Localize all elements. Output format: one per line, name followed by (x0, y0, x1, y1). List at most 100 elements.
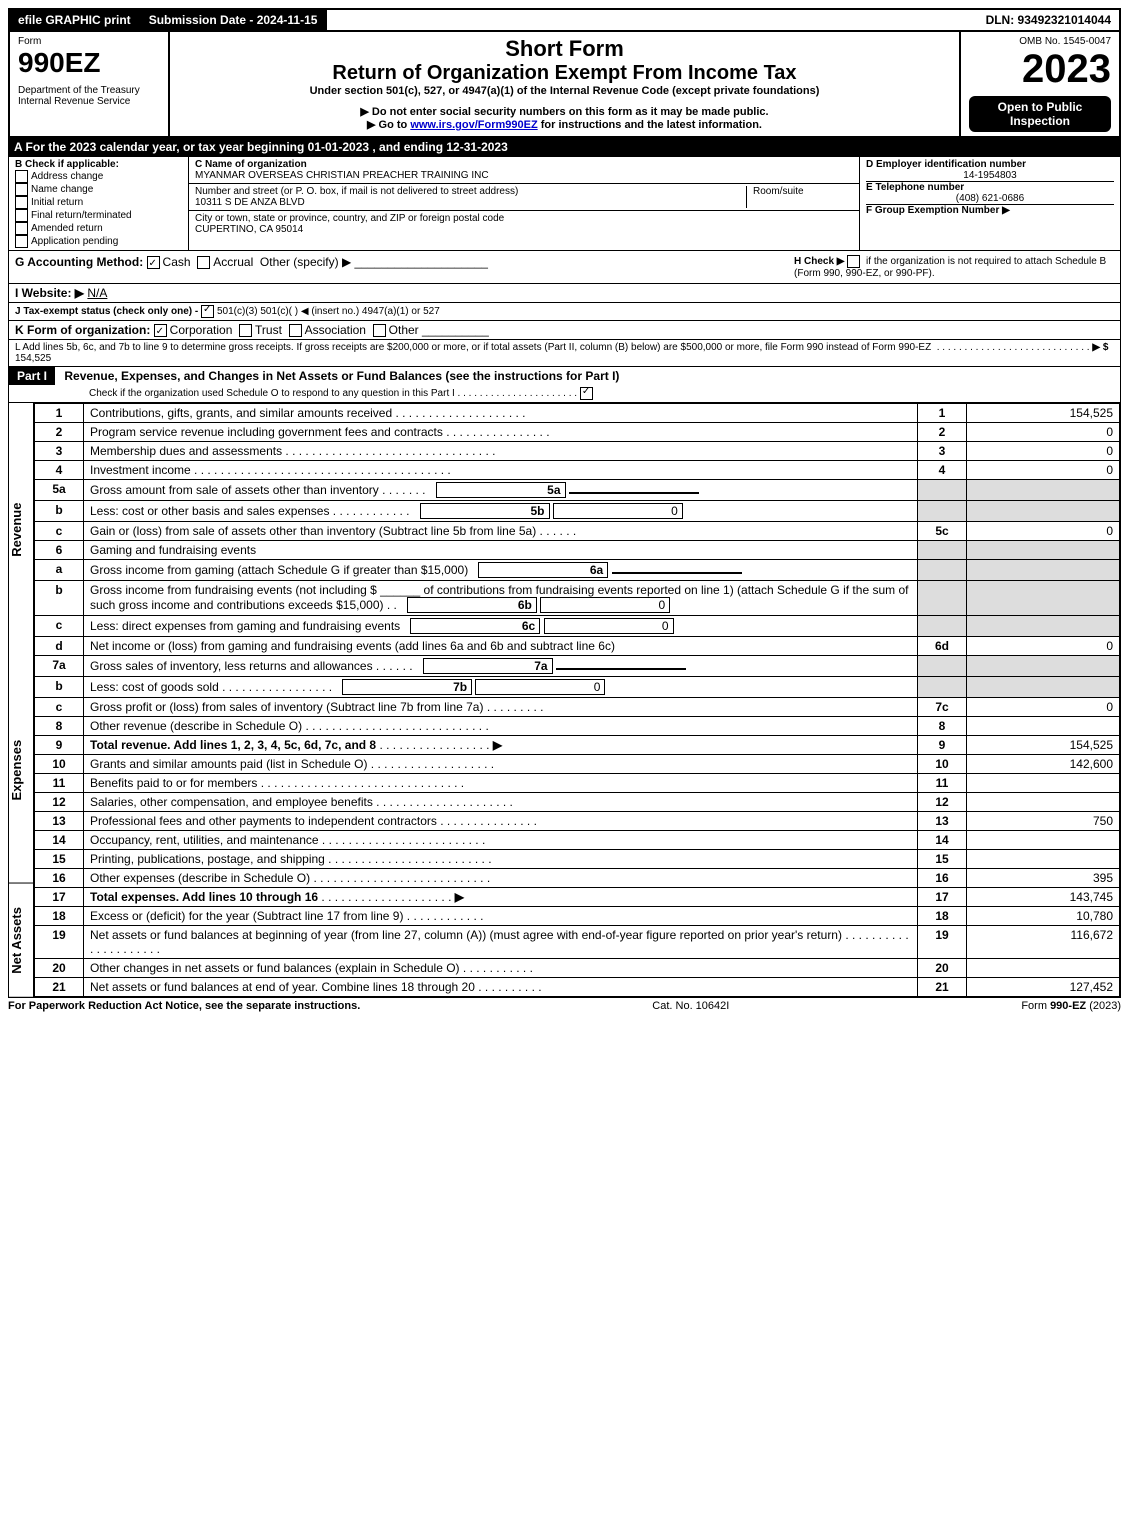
line-17-arrow: ▶ (455, 890, 464, 904)
room-label: Room/suite (753, 186, 853, 197)
line-1-desc: Contributions, gifts, grants, and simila… (90, 406, 392, 420)
line-18-desc: Excess or (deficit) for the year (Subtra… (90, 909, 403, 923)
line-6a-desc: Gross income from gaming (attach Schedul… (90, 563, 468, 577)
line-17-amt: 143,745 (967, 888, 1120, 907)
line-5c-desc: Gain or (loss) from sale of assets other… (90, 524, 536, 538)
b-opt-3[interactable]: Final return/terminated (31, 210, 132, 221)
open-public-inspection: Open to Public Inspection (969, 96, 1111, 132)
k-opt-2[interactable]: Association (305, 323, 366, 337)
i-label: I Website: ▶ (15, 286, 84, 300)
line-13-desc: Professional fees and other payments to … (90, 814, 437, 828)
line-13-amt: 750 (967, 812, 1120, 831)
b-opt-5[interactable]: Application pending (31, 236, 118, 247)
line-7c-amt: 0 (967, 698, 1120, 717)
row-i: I Website: ▶ N/A (8, 284, 1121, 303)
sub-7a-val (556, 668, 686, 670)
b-opt-0[interactable]: Address change (31, 171, 103, 182)
part-i-tab: Part I (9, 367, 55, 385)
street-value: 10311 S DE ANZA BLVD (195, 197, 746, 208)
revenue-label: Revenue (9, 403, 33, 657)
line-18-amt: 10,780 (967, 907, 1120, 926)
g-accrual[interactable]: Accrual (213, 255, 253, 269)
irs-link[interactable]: www.irs.gov/Form990EZ (410, 119, 537, 131)
note2-pre: ▶ Go to (367, 119, 410, 131)
line-9-amt: 154,525 (967, 736, 1120, 755)
line-10-desc: Grants and similar amounts paid (list in… (90, 757, 367, 771)
line-1-amt: 154,525 (967, 404, 1120, 423)
line-10-amt: 142,600 (967, 755, 1120, 774)
g-cash[interactable]: Cash (163, 255, 191, 269)
org-name: MYANMAR OVERSEAS CHRISTIAN PREACHER TRAI… (195, 170, 853, 181)
city-label: City or town, state or province, country… (195, 213, 853, 224)
line-6-desc: Gaming and fundraising events (90, 543, 256, 557)
k-opt-3[interactable]: Other (389, 323, 419, 337)
form-word: Form (18, 36, 160, 47)
footer-right: Form 990-EZ (2023) (1021, 1000, 1121, 1012)
b-label: B Check if applicable: (15, 159, 182, 170)
l-text: L Add lines 5b, 6c, and 7b to line 9 to … (15, 342, 931, 353)
l-arrow: ▶ $ (1092, 342, 1108, 353)
sub-6a-val (612, 572, 742, 574)
header-note2: ▶ Go to www.irs.gov/Form990EZ for instru… (178, 118, 951, 131)
line-6b-desc1: Gross income from fundraising events (no… (90, 583, 377, 597)
line-16-amt: 395 (967, 869, 1120, 888)
street-label: Number and street (or P. O. box, if mail… (195, 186, 746, 197)
row-j: J Tax-exempt status (check only one) - 5… (8, 303, 1121, 321)
g-other[interactable]: Other (specify) ▶ (260, 255, 351, 269)
part-i-title: Revenue, Expenses, and Changes in Net As… (58, 369, 619, 383)
line-12-desc: Salaries, other compensation, and employ… (90, 795, 373, 809)
c-label: C Name of organization (195, 159, 853, 170)
short-form-title: Short Form (178, 36, 951, 62)
section-a: A For the 2023 calendar year, or tax yea… (8, 138, 1121, 156)
part-i-checkbox[interactable] (580, 387, 593, 400)
website-value: N/A (87, 286, 107, 300)
line-7a-desc: Gross sales of inventory, less returns a… (90, 659, 373, 673)
efile-label[interactable]: efile GRAPHIC print (10, 10, 141, 30)
omb-number: OMB No. 1545-0047 (969, 36, 1111, 47)
line-20-amt (967, 959, 1120, 978)
line-6d-amt: 0 (967, 637, 1120, 656)
line-4-amt: 0 (967, 461, 1120, 480)
h-label: H Check ▶ (794, 256, 844, 267)
ein-value: 14-1954803 (866, 170, 1114, 181)
line-21-desc: Net assets or fund balances at end of ye… (90, 980, 475, 994)
part-i-check-text: Check if the organization used Schedule … (89, 388, 455, 399)
k-opt-1[interactable]: Trust (255, 323, 282, 337)
line-5c-amt: 0 (967, 522, 1120, 541)
sub-5a-val (569, 492, 699, 494)
j-opts[interactable]: 501(c)(3) 501(c)( ) ◀ (insert no.) 4947(… (217, 306, 440, 317)
b-opt-2[interactable]: Initial return (31, 197, 83, 208)
line-16-desc: Other expenses (describe in Schedule O) (90, 871, 310, 885)
line-20-desc: Other changes in net assets or fund bala… (90, 961, 460, 975)
sub-6b-val: 0 (540, 597, 670, 613)
row-l: L Add lines 5b, 6c, and 7b to line 9 to … (8, 340, 1121, 367)
b-opt-1[interactable]: Name change (31, 184, 93, 195)
b-opt-4[interactable]: Amended return (31, 223, 103, 234)
financial-table: Revenue Expenses Net Assets 1Contributio… (8, 403, 1121, 998)
footer-left: For Paperwork Reduction Act Notice, see … (8, 1000, 360, 1012)
line-21-amt: 127,452 (967, 978, 1120, 997)
line-5b-desc: Less: cost or other basis and sales expe… (90, 504, 329, 518)
line-11-amt (967, 774, 1120, 793)
footer-mid: Cat. No. 10642I (652, 1000, 729, 1012)
sub-6a-label: 6a (478, 562, 608, 578)
return-title: Return of Organization Exempt From Incom… (178, 62, 951, 85)
k-label: K Form of organization: (15, 323, 150, 337)
line-8-desc: Other revenue (describe in Schedule O) (90, 719, 302, 733)
sub-7b-val: 0 (475, 679, 605, 695)
entity-block: B Check if applicable: Address change Na… (8, 156, 1121, 251)
row-k: K Form of organization: Corporation Trus… (8, 321, 1121, 340)
line-9-desc: Total revenue. Add lines 1, 2, 3, 4, 5c,… (90, 738, 376, 752)
part-i-header: Part I Revenue, Expenses, and Changes in… (8, 367, 1121, 403)
phone-value: (408) 621-0686 (866, 193, 1114, 204)
sub-7b-label: 7b (342, 679, 472, 695)
tax-year: 2023 (969, 47, 1111, 92)
sub-7a-label: 7a (423, 658, 553, 674)
line-15-desc: Printing, publications, postage, and shi… (90, 852, 325, 866)
sub-6c-label: 6c (410, 618, 540, 634)
line-19-desc: Net assets or fund balances at beginning… (90, 928, 842, 942)
line-19-amt: 116,672 (967, 926, 1120, 959)
k-opt-0[interactable]: Corporation (170, 323, 233, 337)
line-7c-desc: Gross profit or (loss) from sales of inv… (90, 700, 483, 714)
line-6c-desc: Less: direct expenses from gaming and fu… (90, 619, 400, 633)
